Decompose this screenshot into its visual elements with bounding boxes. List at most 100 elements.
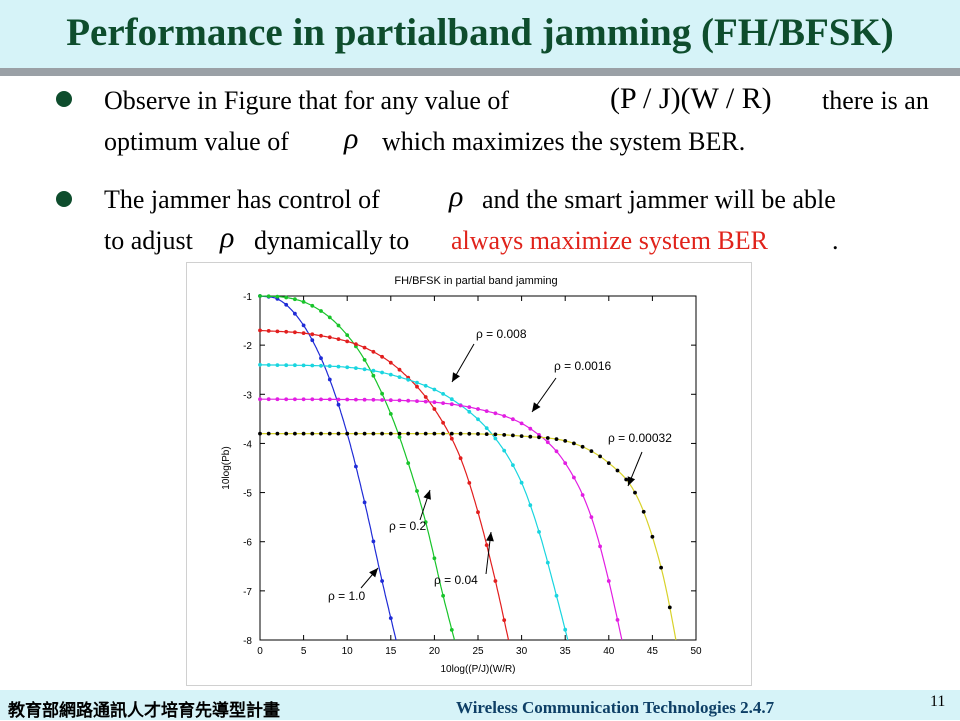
series-point <box>336 431 341 436</box>
series-point <box>275 294 280 299</box>
y-tick-label: -6 <box>243 538 252 549</box>
annotation-arrowhead <box>423 490 431 500</box>
series-point <box>336 323 341 328</box>
series-point <box>423 520 428 524</box>
footer-program-name: 教育部網路通訊人才培育先導型計畫 <box>8 701 280 721</box>
chart-title: FH/BFSK in partial band jamming <box>394 275 557 287</box>
series-point <box>327 315 332 320</box>
series-point <box>388 431 393 436</box>
series-point <box>511 417 515 422</box>
series-line <box>260 295 456 641</box>
series-point <box>589 449 594 453</box>
series-point <box>432 387 437 392</box>
annotation-arrowhead <box>627 476 636 486</box>
series-point <box>284 295 289 300</box>
series-point <box>293 363 297 368</box>
series-point <box>589 515 594 519</box>
series-point <box>301 363 306 368</box>
series-point <box>293 311 297 316</box>
series-point <box>502 448 507 453</box>
series-point <box>388 372 393 377</box>
series-point <box>275 431 280 436</box>
annotation-arrowhead <box>369 568 378 578</box>
page-title: Performance in partialband jamming (FH/B… <box>66 11 894 54</box>
series-point <box>606 461 611 465</box>
x-tick-label: 25 <box>472 646 484 657</box>
series-point <box>301 300 306 304</box>
series-point <box>598 454 602 459</box>
series-point <box>397 398 402 403</box>
series-point <box>388 616 393 620</box>
series-point <box>441 431 445 436</box>
annotation-arrowhead <box>486 532 494 542</box>
y-tick-label: -7 <box>243 587 252 598</box>
series-point <box>449 402 454 407</box>
series-point <box>537 530 541 534</box>
y-tick-label: -1 <box>243 292 252 303</box>
series-point <box>554 437 559 441</box>
series-point <box>310 338 315 343</box>
series-point <box>266 397 271 402</box>
series-point <box>380 354 384 359</box>
series-point <box>476 432 480 436</box>
series-point <box>545 560 550 565</box>
series-point <box>362 397 367 402</box>
series-point <box>458 431 463 436</box>
x-tick-label: 10 <box>342 646 354 657</box>
x-tick-label: 5 <box>301 646 307 657</box>
series-point <box>293 397 297 402</box>
series-point <box>345 365 350 370</box>
series-point <box>423 431 428 436</box>
x-tick-label: 20 <box>429 646 441 657</box>
series-point <box>301 331 306 335</box>
series-point <box>554 593 559 598</box>
series-point <box>449 436 454 441</box>
series-point <box>458 456 463 461</box>
series-point <box>415 489 419 493</box>
series-point <box>423 383 428 388</box>
series-point <box>266 294 271 299</box>
x-tick-label: 40 <box>603 646 615 657</box>
series-point <box>415 399 419 403</box>
series-point <box>432 556 437 561</box>
series-point <box>493 436 498 441</box>
series-point <box>563 461 568 465</box>
annotation-arrowhead <box>452 372 460 382</box>
x-tick-label: 0 <box>257 646 263 657</box>
annotation-label: ρ = 0.04 <box>434 573 478 587</box>
series-point <box>327 335 332 340</box>
title-divider <box>0 68 960 76</box>
x-axis-label: 10log((P/J)(W/R) <box>440 664 515 675</box>
series-point <box>275 329 280 334</box>
series-point <box>310 303 315 308</box>
series-point <box>380 391 384 396</box>
series-point <box>362 358 367 362</box>
series-point <box>284 329 289 334</box>
series-point <box>310 332 315 337</box>
series-point <box>354 366 358 370</box>
series-point <box>528 434 533 439</box>
series-point <box>493 432 498 437</box>
series-point <box>327 377 332 382</box>
series-point <box>511 463 515 467</box>
series-point <box>301 397 306 402</box>
series-point <box>493 411 498 416</box>
series-point <box>354 431 358 436</box>
series-point <box>371 397 376 402</box>
series-point <box>319 431 323 436</box>
series-point <box>336 402 341 407</box>
annotation-label: ρ = 0.0016 <box>554 359 612 373</box>
series-point <box>371 539 376 544</box>
rho-symbol: ρ <box>449 180 464 213</box>
series-point <box>362 367 367 372</box>
series-point <box>406 461 411 465</box>
series-point <box>493 579 498 583</box>
series-point <box>528 426 533 431</box>
series-point <box>380 579 384 583</box>
bullet2-highlight: always maximize system BER <box>451 226 769 255</box>
y-tick-label: -5 <box>243 489 252 500</box>
series-point <box>606 579 611 583</box>
series-point <box>258 397 262 402</box>
bullet1-text-a: Observe in Figure that for any value of <box>104 86 510 115</box>
series-point <box>432 407 437 411</box>
